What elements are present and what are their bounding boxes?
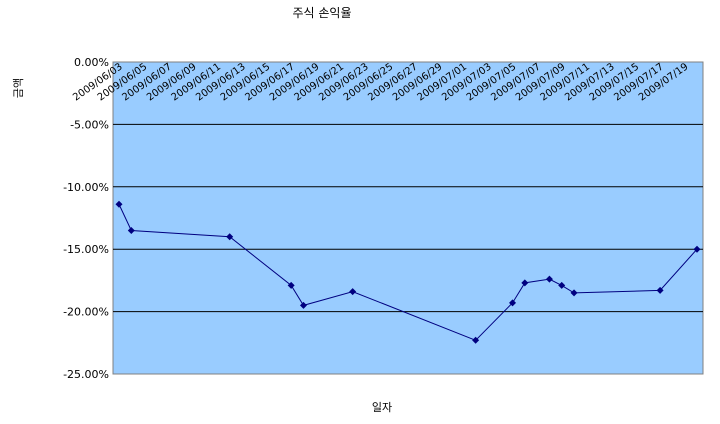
data-point: [127, 226, 135, 234]
series-line: [115, 200, 701, 344]
y-tick-label: -5.00%: [70, 118, 109, 131]
y-tick-label: -25.00%: [63, 368, 109, 381]
data-point: [656, 286, 664, 294]
y-tick-label: -10.00%: [63, 181, 109, 194]
data-point: [545, 275, 553, 283]
data-point: [570, 289, 578, 297]
data-point: [226, 233, 234, 241]
data-point: [287, 281, 295, 289]
data-point: [299, 301, 307, 309]
grid-lines: [113, 123, 703, 313]
data-point: [521, 279, 529, 287]
data-point: [558, 281, 566, 289]
x-axis-title: 일자: [372, 400, 392, 414]
data-point: [693, 245, 701, 253]
data-point: [509, 299, 517, 307]
data-point: [472, 336, 480, 344]
y-tick-label: -15.00%: [63, 243, 109, 256]
y-tick-label: 0.00%: [74, 56, 109, 69]
y-tick-label: -20.00%: [63, 306, 109, 319]
y-tick-labels: 0.00% -5.00% -10.00% -15.00% -20.00% -25.00%: [63, 56, 109, 381]
data-point: [115, 200, 123, 208]
chart-title: 주식 손익율: [292, 6, 351, 20]
plot-area: [112, 61, 704, 375]
data-point: [349, 288, 357, 296]
y-axis-title: 금액: [12, 78, 25, 98]
